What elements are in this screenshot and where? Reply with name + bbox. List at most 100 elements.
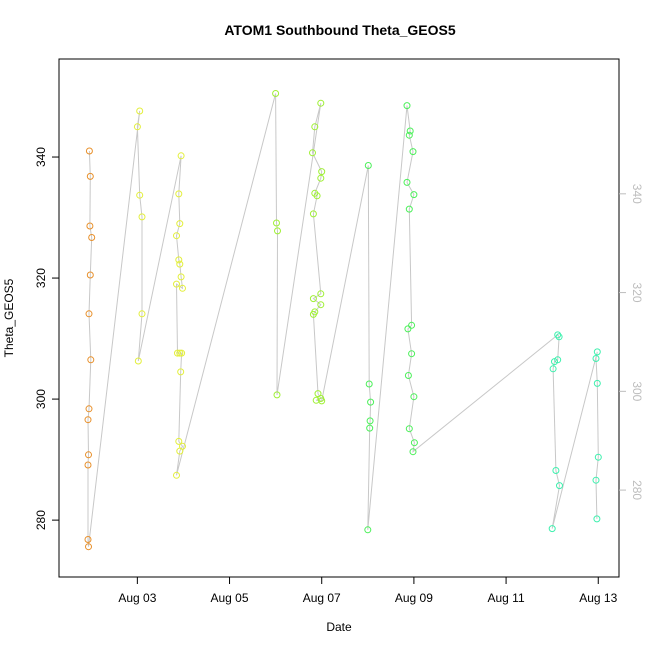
data-point <box>592 476 600 484</box>
data-point <box>408 321 416 329</box>
data-point <box>173 232 180 240</box>
series-group <box>548 331 602 533</box>
data-point <box>364 526 372 534</box>
data-point <box>274 227 281 235</box>
data-point <box>177 368 185 376</box>
y-tick-label: 340 <box>34 147 48 167</box>
data-point <box>87 356 95 364</box>
data-point <box>177 152 185 160</box>
data-point <box>85 147 93 155</box>
line-layer <box>87 93 599 547</box>
data-point <box>176 220 184 228</box>
series-group <box>133 107 186 479</box>
data-point <box>408 350 416 358</box>
data-point <box>318 397 326 405</box>
data-point <box>136 107 144 115</box>
data-point <box>311 123 319 131</box>
data-point <box>409 448 417 456</box>
data-point <box>404 372 412 379</box>
data-point <box>134 357 142 365</box>
data-point <box>178 349 186 357</box>
x-tick-label: Aug 07 <box>303 591 341 605</box>
y-tick-label: 280 <box>34 510 48 530</box>
data-point <box>85 310 93 318</box>
data-point <box>366 417 374 425</box>
data-point <box>176 447 184 455</box>
data-point <box>317 290 325 298</box>
series-group <box>272 90 326 405</box>
data-point <box>176 260 184 268</box>
data-point <box>174 349 181 357</box>
data-point <box>86 271 94 279</box>
chart-title: ATOM1 Southbound Theta_GEOS5 <box>224 22 455 38</box>
data-point <box>84 461 92 469</box>
point-layer <box>84 90 602 551</box>
data-point <box>593 379 601 387</box>
x-tick-label: Aug 03 <box>118 591 156 605</box>
y-tick-label: 300 <box>34 389 48 409</box>
data-point <box>175 437 183 445</box>
data-point <box>272 90 280 97</box>
data-point <box>84 416 92 424</box>
data-point <box>405 131 413 139</box>
data-point <box>175 190 183 198</box>
data-point <box>133 123 141 131</box>
data-point <box>173 471 180 479</box>
secondary-y-axis: 280 300 320 340 <box>619 184 644 500</box>
x-axis: Aug 03 Aug 05 Aug 07 Aug 09 Aug 11 Aug 13 <box>118 577 618 605</box>
data-point <box>552 467 560 474</box>
data-point <box>136 191 144 199</box>
y-axis-label: Theta_GEOS5 <box>2 278 16 357</box>
data-point <box>88 234 96 241</box>
x-tick-label: Aug 11 <box>488 591 525 605</box>
data-point <box>549 365 557 373</box>
data-point <box>317 301 325 309</box>
data-point <box>317 174 325 182</box>
data-point <box>594 453 602 461</box>
data-point <box>366 424 374 432</box>
data-point <box>273 219 280 227</box>
data-point <box>403 178 411 186</box>
data-point <box>592 355 600 362</box>
x-tick-label: Aug 05 <box>211 591 249 605</box>
data-point <box>138 310 146 318</box>
data-point <box>364 162 372 169</box>
data-point <box>317 99 325 107</box>
data-point <box>309 210 317 218</box>
data-point <box>410 191 418 199</box>
data-point <box>365 380 373 388</box>
data-point <box>309 295 317 303</box>
data-point <box>404 325 412 333</box>
data-point <box>177 273 185 281</box>
data-point <box>313 192 321 200</box>
data-point <box>138 213 146 221</box>
data-point <box>86 222 94 230</box>
trajectory-line <box>87 93 599 547</box>
data-point <box>309 149 316 157</box>
data-point <box>175 256 183 264</box>
data-point <box>85 405 93 413</box>
series-group <box>84 147 96 551</box>
plot-frame <box>58 58 620 578</box>
data-point <box>367 398 375 406</box>
y2-tick-label: 340 <box>630 184 644 204</box>
data-point <box>410 393 418 401</box>
data-point <box>403 102 411 110</box>
data-point <box>179 284 186 292</box>
data-point <box>409 148 417 156</box>
data-point <box>551 358 558 366</box>
data-point <box>86 172 94 180</box>
data-point <box>556 482 563 490</box>
x-axis-label: Date <box>326 620 352 634</box>
data-point <box>85 543 92 551</box>
x-tick-label: Aug 09 <box>395 591 433 605</box>
data-point <box>593 348 601 356</box>
data-point <box>555 333 563 341</box>
data-point <box>84 536 92 543</box>
y2-tick-label: 280 <box>630 480 644 500</box>
data-point <box>406 127 414 135</box>
data-point <box>85 451 92 459</box>
data-point <box>548 525 556 533</box>
data-point <box>173 280 180 288</box>
